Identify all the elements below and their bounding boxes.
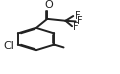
- Text: F: F: [73, 22, 79, 32]
- Text: O: O: [45, 0, 53, 10]
- Text: F: F: [75, 11, 80, 21]
- Text: F: F: [77, 16, 83, 26]
- Text: Cl: Cl: [3, 41, 14, 51]
